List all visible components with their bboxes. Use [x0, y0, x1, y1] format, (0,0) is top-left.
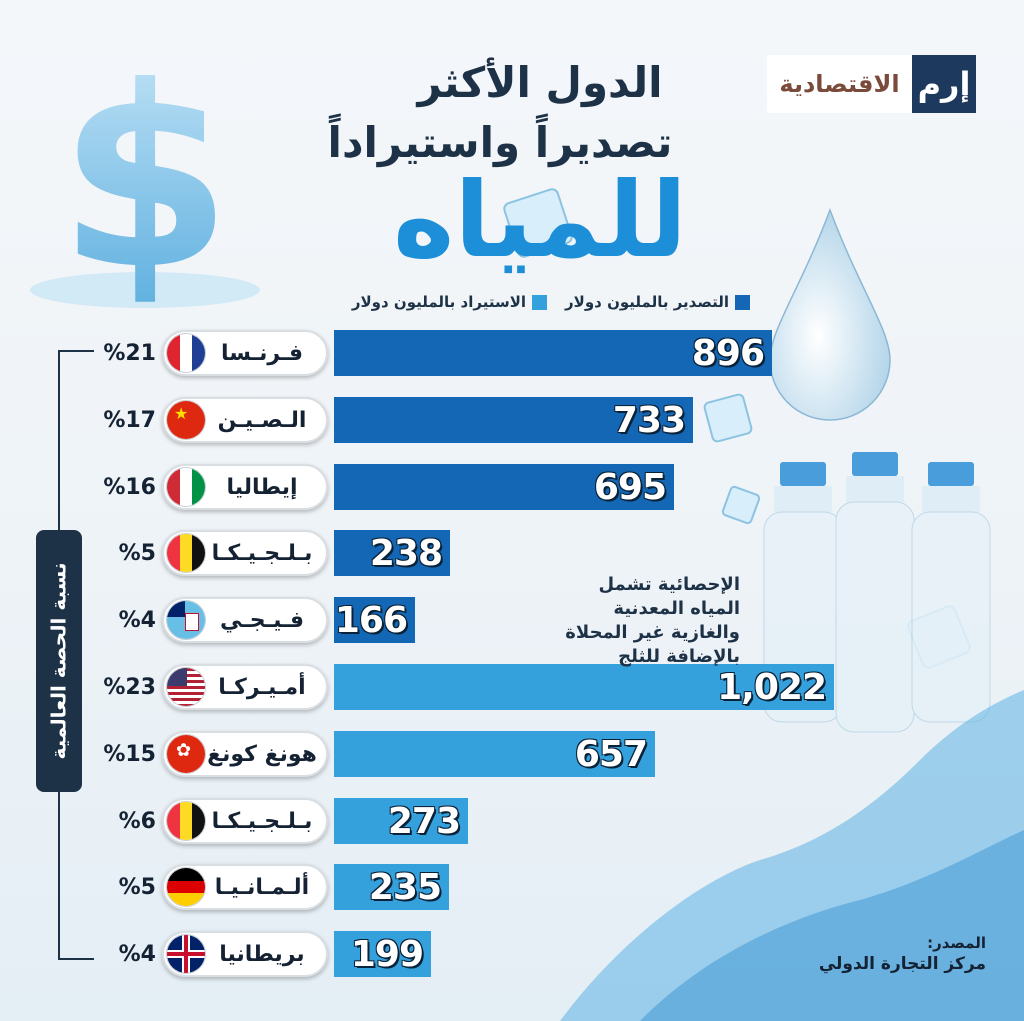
share-label: %23 — [103, 674, 156, 700]
share-label: %17 — [103, 407, 156, 433]
bar-export: 733 — [334, 397, 693, 443]
belgium-flag-icon — [166, 801, 206, 841]
country-name: هونغ كونغ — [207, 741, 317, 767]
country-label: هونغ كونغ ✿ — [162, 731, 328, 777]
country-name: الـصـيـن — [217, 407, 307, 433]
side-label: نسبة الحصة العالمية — [36, 530, 82, 792]
bar-value-label: 733 — [612, 399, 686, 441]
country-name: فـيـجـي — [219, 607, 305, 633]
country-name: ألـمـانـيـا — [214, 874, 310, 900]
legend-label-export: التصدير بالمليون دولار — [565, 293, 729, 311]
bar-import: 273 — [334, 798, 468, 844]
belgium-flag-icon — [166, 533, 206, 573]
usa-flag-icon — [166, 667, 206, 707]
share-label: %4 — [118, 941, 156, 967]
chart-note: الإحصائية تشمل المياه المعدنية والغازية … — [565, 574, 740, 667]
legend-item-export: التصدير بالمليون دولار — [565, 293, 750, 311]
country-label: بريطانيا — [162, 931, 328, 977]
france-flag-icon — [166, 333, 206, 373]
bar-value-label: 657 — [574, 733, 648, 775]
bar-value-label: 238 — [369, 532, 443, 574]
bar-value-label: 235 — [368, 866, 442, 908]
title-line-1: الدول الأكثر — [417, 58, 663, 107]
legend-swatch-import — [532, 294, 548, 310]
dollar-water-icon: $ — [30, 33, 260, 324]
share-label: %16 — [103, 474, 156, 500]
bar-import: 235 — [334, 864, 449, 910]
bar-import: 1,022 — [334, 664, 834, 710]
logo-text: الاقتصادية — [767, 55, 912, 113]
title-line-3: للمياه — [392, 159, 688, 281]
share-label: %6 — [118, 808, 156, 834]
country-name: بـلـجـيـكـا — [211, 808, 313, 834]
germany-flag-icon — [166, 867, 206, 907]
china-flag-icon: ★ — [166, 400, 206, 440]
legend-item-import: الاستيراد بالمليون دولار — [351, 293, 548, 311]
water-splash-image — [560, 690, 1024, 1021]
source-text: مركز التجارة الدولي — [818, 954, 986, 974]
uk-flag-icon — [166, 934, 206, 974]
bar-export: 166 — [334, 597, 415, 643]
country-name: بـلـجـيـكـا — [211, 540, 313, 566]
bar-value-label: 1,022 — [717, 666, 827, 708]
bar-export: 896 — [334, 330, 772, 376]
bar-value-label: 695 — [593, 466, 667, 508]
country-label: أمـيـركـا — [162, 664, 328, 710]
country-label: فـرنـسا — [162, 330, 328, 376]
bracket-tick — [58, 350, 94, 352]
bar-value-label: 896 — [691, 332, 765, 374]
share-label: %21 — [103, 340, 156, 366]
ice-cube-icon — [721, 485, 761, 525]
side-label-text: نسبة الحصة العالمية — [47, 562, 72, 760]
publisher-logo: إرم الاقتصادية — [767, 55, 976, 113]
country-name: أمـيـركـا — [218, 674, 306, 700]
bar-import: 199 — [334, 931, 431, 977]
water-drop-icon — [769, 207, 891, 421]
bar-value-label: 199 — [350, 933, 424, 975]
bracket-tick — [58, 958, 94, 960]
hongkong-flag-icon: ✿ — [166, 734, 206, 774]
legend-swatch-export — [735, 294, 750, 310]
country-name: بريطانيا — [219, 941, 305, 967]
bar-import: 657 — [334, 731, 655, 777]
legend: التصدير بالمليون دولار الاستيراد بالمليو… — [320, 291, 750, 313]
bar-value-label: 166 — [334, 599, 408, 641]
legend-label-import: الاستيراد بالمليون دولار — [351, 293, 527, 311]
country-label: بـلـجـيـكـا — [162, 530, 328, 576]
bar-export: 695 — [334, 464, 674, 510]
country-label: فـيـجـي — [162, 597, 328, 643]
source-heading: المصدر: — [927, 934, 986, 952]
bar-value-label: 273 — [387, 800, 461, 842]
ice-cube-icon — [503, 188, 573, 258]
title-line-2: تصديراً واستيراداً — [327, 118, 673, 167]
country-name: فـرنـسا — [220, 340, 304, 366]
country-label: إيطاليا — [162, 464, 328, 510]
country-label: الـصـيـن ★ — [162, 397, 328, 443]
country-label: بـلـجـيـكـا — [162, 798, 328, 844]
italy-flag-icon — [166, 467, 206, 507]
share-label: %5 — [118, 874, 156, 900]
share-label: %15 — [103, 741, 156, 767]
logo-mark: إرم — [912, 55, 976, 113]
ice-cube-icon — [703, 393, 753, 443]
fiji-flag-icon — [166, 600, 206, 640]
country-label: ألـمـانـيـا — [162, 864, 328, 910]
country-name: إيطاليا — [226, 474, 298, 500]
svg-text:$: $ — [58, 33, 232, 324]
share-label: %4 — [118, 607, 156, 633]
share-label: %5 — [118, 540, 156, 566]
bar-export: 238 — [334, 530, 450, 576]
